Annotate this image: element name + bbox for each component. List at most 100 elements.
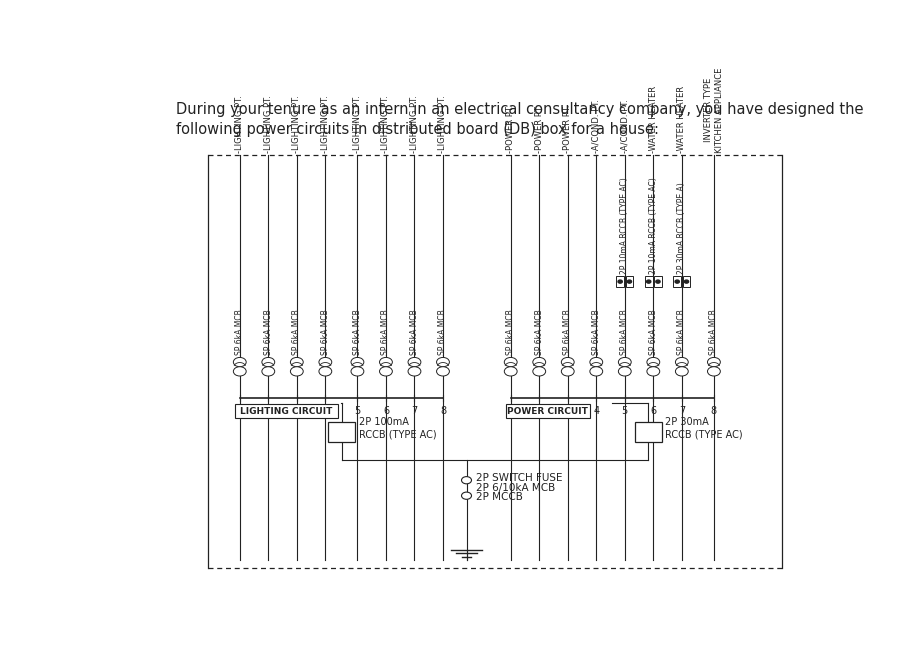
- Circle shape: [290, 357, 303, 366]
- Text: SP 6kA MCB: SP 6kA MCB: [648, 309, 657, 355]
- Text: -WATER HEATER: -WATER HEATER: [676, 86, 686, 153]
- Text: 1: 1: [236, 407, 243, 417]
- Circle shape: [646, 366, 659, 376]
- Text: 4: 4: [593, 407, 598, 417]
- Text: -LIGHTING PT.: -LIGHTING PT.: [264, 95, 273, 153]
- Text: POWER CIRCUIT: POWER CIRCUIT: [506, 407, 587, 415]
- Circle shape: [319, 366, 332, 376]
- Bar: [644, 276, 652, 287]
- Bar: [616, 276, 623, 287]
- Circle shape: [461, 492, 471, 499]
- Text: 2P 10mA RCCB (TYPE AC): 2P 10mA RCCB (TYPE AC): [648, 177, 657, 274]
- Circle shape: [618, 357, 630, 366]
- Text: 7: 7: [411, 407, 417, 417]
- Text: 2P 100mA
RCCB (TYPE AC): 2P 100mA RCCB (TYPE AC): [358, 417, 436, 440]
- Text: -POWER PT.: -POWER PT.: [534, 104, 543, 153]
- Bar: [505, 404, 589, 418]
- Bar: [653, 276, 661, 287]
- Circle shape: [351, 357, 363, 366]
- Text: SP 6kA MCB: SP 6kA MCB: [353, 309, 361, 355]
- Circle shape: [437, 357, 448, 366]
- Text: SP 6kA MCB: SP 6kA MCB: [438, 309, 447, 355]
- Circle shape: [675, 366, 687, 376]
- Circle shape: [561, 366, 573, 376]
- Text: -A/COND. PT.: -A/COND. PT.: [619, 98, 629, 153]
- Bar: [682, 276, 689, 287]
- Circle shape: [290, 366, 303, 376]
- Bar: [673, 276, 680, 287]
- Text: SP 6kA MCB: SP 6kA MCB: [676, 309, 686, 355]
- Circle shape: [408, 366, 420, 376]
- Text: following power circuits in distributed board (DB) box for a house:: following power circuits in distributed …: [176, 122, 658, 137]
- Circle shape: [646, 280, 650, 283]
- Circle shape: [675, 357, 687, 366]
- Text: 5: 5: [621, 407, 628, 417]
- Circle shape: [675, 280, 678, 283]
- Text: SP 6kA MCB: SP 6kA MCB: [534, 309, 543, 355]
- Circle shape: [437, 366, 448, 376]
- Text: -LIGHTING PT.: -LIGHTING PT.: [292, 95, 301, 153]
- Text: LIGHTING CIRCUIT: LIGHTING CIRCUIT: [240, 407, 333, 415]
- Text: SP 6kA MCB: SP 6kA MCB: [264, 309, 273, 355]
- Text: 2: 2: [265, 407, 271, 417]
- Text: -POWER PT.: -POWER PT.: [505, 104, 515, 153]
- Circle shape: [684, 280, 687, 283]
- Circle shape: [561, 357, 573, 366]
- Text: 6: 6: [650, 407, 655, 417]
- Text: SP 6kA MCB: SP 6kA MCB: [381, 309, 390, 355]
- Text: 1: 1: [507, 407, 513, 417]
- Text: -LIGHTING PT.: -LIGHTING PT.: [235, 95, 244, 153]
- Circle shape: [504, 366, 516, 376]
- Circle shape: [262, 366, 275, 376]
- Text: SP 6kA MCB: SP 6kA MCB: [619, 309, 629, 355]
- Circle shape: [589, 366, 602, 376]
- Text: 3: 3: [564, 407, 570, 417]
- Circle shape: [461, 476, 471, 484]
- Text: -A/COND. PT.: -A/COND. PT.: [591, 98, 600, 153]
- Text: -WATER HEATER: -WATER HEATER: [648, 86, 657, 153]
- Text: INVERTER TYPE
KITCHEN APPLIANCE: INVERTER TYPE KITCHEN APPLIANCE: [703, 67, 723, 153]
- Circle shape: [618, 366, 630, 376]
- Circle shape: [589, 357, 602, 366]
- Circle shape: [707, 366, 720, 376]
- Circle shape: [408, 357, 420, 366]
- Text: SP 6kA MCB: SP 6kA MCB: [410, 309, 418, 355]
- Text: During your tenure as an intern in an electrical consultancy company, you have d: During your tenure as an intern in an el…: [176, 102, 862, 117]
- Circle shape: [504, 357, 516, 366]
- Circle shape: [627, 280, 630, 283]
- Text: SP 6kA MCB: SP 6kA MCB: [709, 309, 718, 355]
- Text: 2P 30mA
RCCB (TYPE AC): 2P 30mA RCCB (TYPE AC): [664, 417, 743, 440]
- Text: SP 6kA MCB: SP 6kA MCB: [591, 309, 600, 355]
- Text: 2P MCCB: 2P MCCB: [475, 492, 522, 502]
- Circle shape: [655, 280, 659, 283]
- Text: -LIGHTING PT.: -LIGHTING PT.: [381, 95, 390, 153]
- Circle shape: [233, 357, 246, 366]
- Text: -LIGHTING PT.: -LIGHTING PT.: [353, 95, 361, 153]
- Text: SP 6kA MCB: SP 6kA MCB: [235, 309, 244, 355]
- Text: 2P 6/10kA MCB: 2P 6/10kA MCB: [475, 483, 554, 493]
- Circle shape: [262, 357, 275, 366]
- Text: 8: 8: [710, 407, 716, 417]
- Text: 2P 10mA RCCB (TYPE AC): 2P 10mA RCCB (TYPE AC): [619, 177, 629, 274]
- Text: 2P SWITCH FUSE: 2P SWITCH FUSE: [475, 472, 562, 482]
- Text: SP 6kA MCB: SP 6kA MCB: [292, 309, 301, 355]
- Text: 2P 30mA RCCB (TYPE A): 2P 30mA RCCB (TYPE A): [676, 182, 686, 274]
- Text: SP 6kA MCB: SP 6kA MCB: [321, 309, 330, 355]
- Text: 7: 7: [678, 407, 685, 417]
- Circle shape: [380, 357, 391, 366]
- Circle shape: [319, 357, 332, 366]
- Circle shape: [618, 280, 621, 283]
- Text: 6: 6: [382, 407, 389, 417]
- Text: -POWER PT.: -POWER PT.: [562, 104, 572, 153]
- Text: 4: 4: [322, 407, 328, 417]
- Circle shape: [380, 366, 391, 376]
- Bar: [234, 404, 338, 418]
- Text: SP 6kA MCB: SP 6kA MCB: [505, 309, 515, 355]
- Text: 2: 2: [536, 407, 542, 417]
- Circle shape: [351, 366, 363, 376]
- Circle shape: [532, 357, 545, 366]
- Circle shape: [233, 366, 246, 376]
- Bar: [625, 276, 632, 287]
- Text: 8: 8: [439, 407, 446, 417]
- Bar: [328, 423, 355, 442]
